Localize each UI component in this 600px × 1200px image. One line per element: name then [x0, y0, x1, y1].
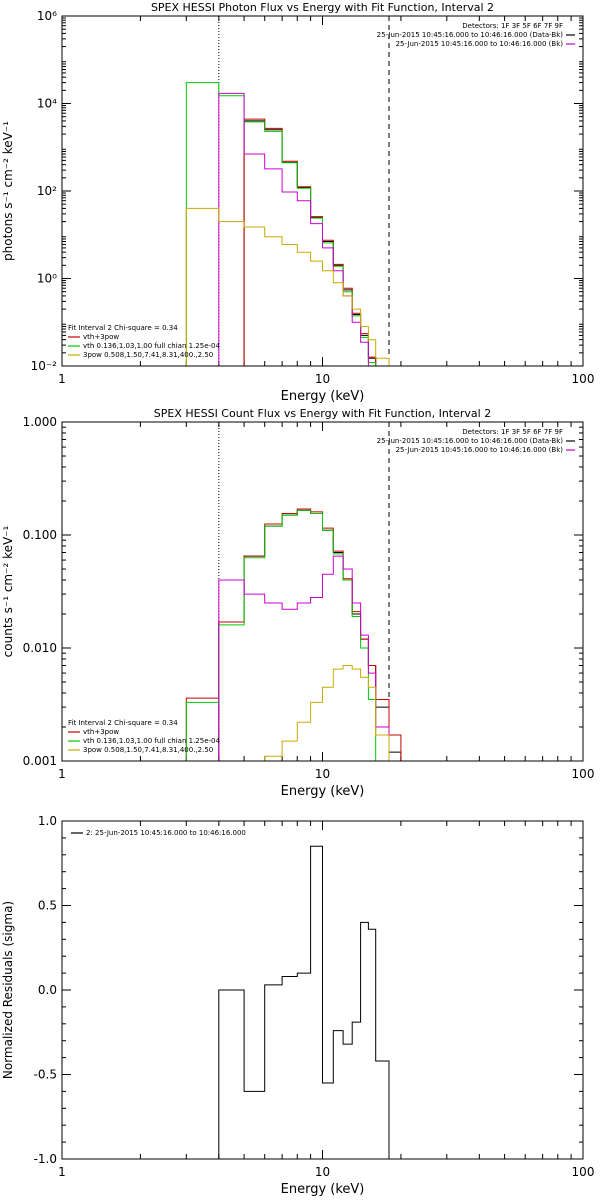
series-fit-line — [185, 508, 402, 761]
detectors-label: Detectors: 1F 3F 5F 6F 7F 9F — [462, 22, 563, 30]
series-model-line — [218, 92, 389, 366]
x-tick-label: 100 — [572, 372, 595, 386]
series-data-line — [218, 509, 402, 761]
chart-panel-3 — [61, 820, 584, 1160]
series-model-line — [185, 509, 389, 761]
y-tick-label: 0.100 — [23, 528, 57, 542]
x-tick-label: 1 — [58, 372, 66, 386]
x-tick-label: 10 — [315, 1165, 330, 1179]
fit-legend-entry: vth 0.136,1.03,1.00 full chian 1.25e-04 — [83, 342, 221, 350]
y-tick-label: 0.010 — [23, 641, 57, 655]
fit-legend-entry: 3pow 0.508,1.50,7.41,8.31,400.,2.50 — [83, 351, 213, 359]
y-tick-label: 10⁰ — [37, 272, 57, 286]
fit-legend-entry: 3pow 0.508,1.50,7.41,8.31,400.,2.50 — [83, 746, 213, 754]
time-interval-label: 25-Jun-2015 10:45:16.000 to 10:46:16.000… — [377, 437, 564, 445]
chart-panel-2 — [61, 421, 584, 762]
chart-panel-1 — [61, 15, 584, 367]
x-tick-label: 10 — [315, 372, 330, 386]
fit-interval-label: Fit Interval 2 Chi-square = 0.34 — [68, 324, 178, 332]
chart-title: SPEX HESSI Photon Flux vs Energy with Fi… — [151, 1, 494, 14]
series-residual-line — [218, 845, 390, 1159]
x-axis-label: Energy (keV) — [281, 1182, 365, 1197]
time-interval-label: 25-Jun-2015 10:45:16.000 to 10:46:16.000… — [377, 31, 564, 39]
plot-frame — [61, 820, 584, 1160]
fit-legend-entry: vth+3pow — [83, 728, 119, 736]
y-axis-label: counts s⁻¹ cm⁻² keV⁻¹ — [1, 525, 15, 657]
series-group — [185, 82, 412, 366]
residual-legend-label: 2: 25-Jun-2015 10:45:16.000 to 10:46:16.… — [86, 829, 246, 837]
x-axis-label: Energy (keV) — [281, 389, 365, 404]
y-tick-label: 1.0 — [38, 814, 57, 828]
series-data-line — [243, 120, 412, 366]
y-tick-label: 10⁻² — [31, 359, 58, 373]
y-tick-label: -1.0 — [34, 1152, 57, 1166]
series-model-line — [218, 555, 390, 761]
detectors-label: Detectors: 1F 3F 5F 6F 7F 9F — [462, 428, 563, 436]
x-axis-label: Energy (keV) — [281, 784, 365, 799]
y-tick-label: -0.5 — [34, 1068, 57, 1082]
series-group — [218, 845, 390, 1159]
chart-title: SPEX HESSI Count Flux vs Energy with Fit… — [154, 407, 491, 420]
y-tick-label: 10⁶ — [37, 9, 57, 23]
y-tick-label: 1.000 — [23, 415, 57, 429]
series-model-line — [185, 82, 389, 366]
y-axis-label: photons s⁻¹ cm⁻² keV⁻¹ — [1, 121, 15, 261]
fit-legend-entry: vth+3pow — [83, 333, 119, 341]
y-tick-label: 0.001 — [23, 754, 57, 768]
series-model-line — [264, 665, 390, 761]
x-tick-label: 100 — [572, 1165, 595, 1179]
time-interval-label: 25-Jun-2015 10:45:16.000 to 10:46:16.000… — [396, 446, 564, 454]
plot-frame — [61, 421, 584, 762]
series-group — [185, 508, 402, 761]
time-interval-label: 25-Jun-2015 10:45:16.000 to 10:46:16.000… — [396, 40, 564, 48]
plot-frame — [61, 15, 584, 367]
y-tick-label: 0.0 — [38, 983, 57, 997]
fit-interval-label: Fit Interval 2 Chi-square = 0.34 — [68, 719, 178, 727]
y-tick-label: 10⁴ — [37, 97, 57, 111]
x-tick-label: 1 — [58, 1165, 66, 1179]
y-tick-label: 10² — [37, 184, 57, 198]
x-tick-label: 10 — [315, 767, 330, 781]
series-model-line — [185, 207, 390, 366]
fit-legend-entry: vth 0.136,1.03,1.00 full chian 1.25e-04 — [83, 737, 221, 745]
y-tick-label: 0.5 — [38, 899, 57, 913]
y-axis-label: Normalized Residuals (sigma) — [1, 901, 15, 1079]
x-tick-label: 1 — [58, 767, 66, 781]
x-tick-label: 100 — [572, 767, 595, 781]
